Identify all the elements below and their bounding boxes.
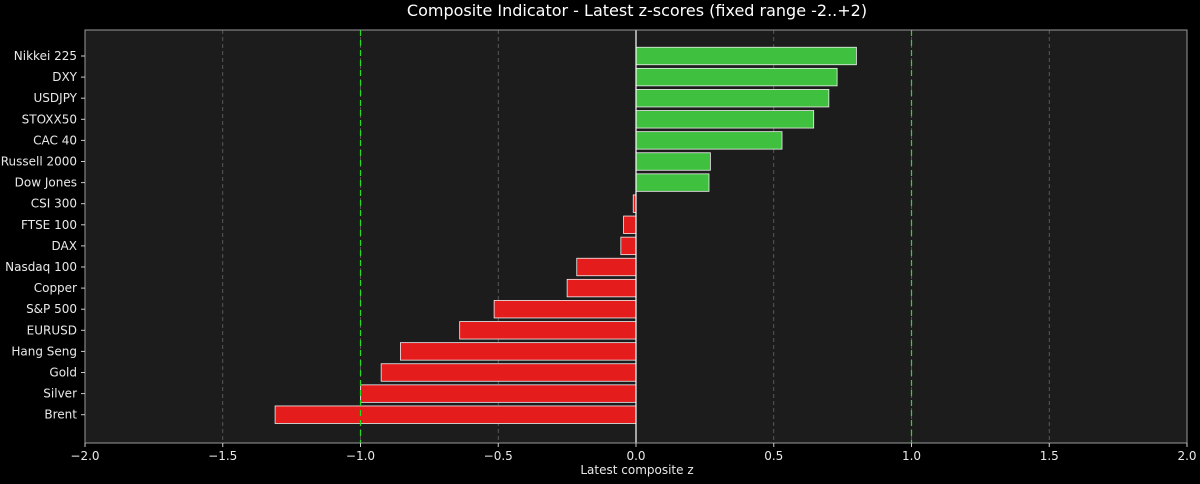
bar-nasdaq-100 xyxy=(576,257,637,277)
y-tick-label: USDJPY xyxy=(34,91,78,105)
y-tick-label: Copper xyxy=(34,281,77,295)
bar-gold xyxy=(380,363,637,382)
x-tick-label: −1.0 xyxy=(346,449,375,463)
y-tick-label: Russell 2000 xyxy=(1,155,77,169)
x-tick-label: 1.0 xyxy=(902,449,921,463)
y-tick-label: Dow Jones xyxy=(15,176,77,190)
y-tick-label: Gold xyxy=(49,366,77,380)
bar-eurusd xyxy=(459,321,637,340)
y-tick-label: FTSE 100 xyxy=(21,218,77,232)
bar-ftse-100 xyxy=(623,215,637,234)
bar-stoxx50 xyxy=(635,110,815,129)
y-tick-label: DXY xyxy=(52,70,77,84)
bar-copper xyxy=(566,278,637,298)
y-tick-label: Nikkei 225 xyxy=(14,49,77,63)
y-tick-label: Brent xyxy=(44,408,77,422)
y-tick-label: Silver xyxy=(43,387,77,401)
y-tick-label: CAC 40 xyxy=(33,133,77,147)
bar-usdjpy xyxy=(635,89,830,108)
x-tick-label: 1.5 xyxy=(1040,449,1059,463)
bar-dow-jones xyxy=(635,173,710,192)
chart-title: Composite Indicator - Latest z-scores (f… xyxy=(407,1,867,20)
x-tick-label: 2.0 xyxy=(1177,449,1196,463)
bar-russell-2000 xyxy=(635,152,711,171)
x-tick-label: −2.0 xyxy=(70,449,99,463)
bar-dax xyxy=(620,236,637,256)
x-tick-label: −1.5 xyxy=(208,449,237,463)
bar-hang-seng xyxy=(400,342,637,361)
bar-brent xyxy=(274,405,637,424)
y-tick-label: DAX xyxy=(52,239,77,253)
y-tick-label: STOXX50 xyxy=(22,112,77,126)
x-tick-label: −0.5 xyxy=(484,449,513,463)
y-tick-label: Nasdaq 100 xyxy=(5,260,77,274)
y-tick-label: EURUSD xyxy=(27,323,77,337)
x-tick-label: 0.5 xyxy=(764,449,783,463)
plot-area: Nikkei 225 DXY USDJPY STOXX50 CAC 40 Russell … xyxy=(1,29,1197,463)
x-tick-label: 0.0 xyxy=(626,449,645,463)
x-axis-label: Latest composite z xyxy=(580,463,693,477)
bar-silver xyxy=(360,384,637,403)
bar-dxy xyxy=(635,67,838,87)
bar-nikkei-225 xyxy=(635,46,857,66)
bar-cac-40 xyxy=(635,131,783,150)
y-tick-label: CSI 300 xyxy=(31,197,77,211)
y-tick-label: Hang Seng xyxy=(11,344,77,358)
bar-s-p-500 xyxy=(493,300,637,319)
y-tick-label: S&P 500 xyxy=(26,302,77,316)
